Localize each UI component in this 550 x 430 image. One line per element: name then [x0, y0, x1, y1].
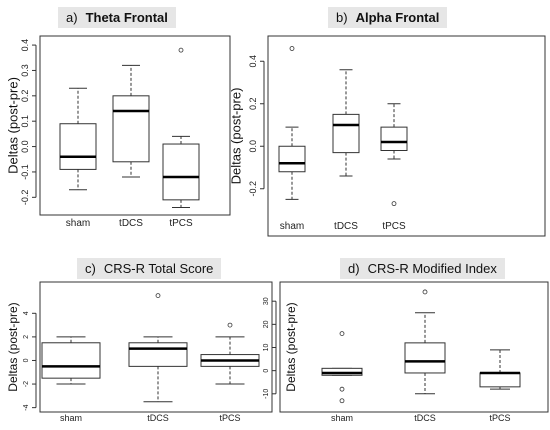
outlier-point	[391, 201, 397, 207]
y-tick-label: 0	[23, 358, 30, 362]
outlier-point	[289, 46, 295, 51]
box-iqr	[112, 95, 150, 163]
panel-d-name: CRS-R Modified Index	[367, 261, 497, 276]
box-iqr	[278, 145, 306, 173]
box-tPCS: tPCS	[162, 47, 200, 229]
box-tPCS: tPCS	[479, 349, 521, 423]
chart-panel-0: -0.2 -0.1 0.0 0.1 0.2 0.3 0.4 Deltas (post-pre)…	[5, 35, 231, 229]
plot-frame	[279, 281, 549, 413]
panel-a-title: a) Theta Frontal	[58, 7, 176, 28]
box-iqr	[332, 113, 360, 154]
y-tick-label: 0.4	[20, 39, 30, 52]
y-tick-label: -0.1	[20, 164, 30, 180]
box-sham: sham	[41, 336, 101, 423]
panel-c-name: CRS-R Total Score	[103, 261, 214, 276]
box-iqr	[380, 126, 408, 151]
box-tDCS: tDCS	[332, 69, 360, 232]
outlier-point	[422, 289, 428, 295]
box-iqr	[162, 143, 200, 201]
y-tick-label: 30	[263, 297, 270, 305]
x-tick-label: tDCS	[414, 413, 436, 423]
y-axis-label: Deltas (post-pre)	[228, 88, 243, 185]
y-tick-label: -2	[23, 381, 30, 387]
panel-a-letter: a)	[66, 10, 78, 25]
y-axis-label: Deltas (post-pre)	[284, 302, 298, 391]
outlier-point	[339, 398, 345, 404]
x-tick-label: tDCS	[147, 413, 169, 423]
box-iqr	[479, 372, 521, 388]
panel-c-letter: c)	[85, 261, 96, 276]
box-iqr	[128, 342, 188, 367]
outlier-point	[178, 47, 184, 53]
x-tick-label: sham	[60, 413, 82, 423]
y-tick-label: 0.3	[20, 64, 30, 77]
panel-b-title: b) Alpha Frontal	[328, 7, 448, 28]
box-iqr	[404, 342, 446, 374]
outlier-point	[155, 293, 161, 299]
y-tick-label: 10	[263, 344, 270, 352]
box-iqr	[41, 342, 101, 379]
y-tick-label: 2	[23, 335, 30, 339]
box-sham: sham	[59, 87, 97, 229]
x-tick-label: sham	[280, 221, 304, 232]
y-tick-label: 0.1	[20, 115, 30, 128]
box-tPCS: tPCS	[380, 103, 408, 232]
box-tDCS: tDCS	[112, 64, 150, 229]
outlier-point	[339, 331, 345, 337]
box-sham: sham	[321, 331, 363, 423]
x-tick-label: sham	[66, 218, 90, 229]
chart-panel-1: -0.2 0.0 0.2 0.4 Deltas (post-pre) sham tDCS tP…	[228, 35, 546, 237]
x-tick-label: tPCS	[382, 221, 406, 232]
outlier-point	[339, 386, 345, 392]
panel-d-letter: d)	[348, 261, 360, 276]
panel-b-letter: b)	[336, 10, 348, 25]
x-tick-label: sham	[331, 413, 353, 423]
box-iqr	[59, 123, 97, 170]
y-tick-label: 0	[263, 369, 270, 373]
plot-frame	[39, 35, 231, 216]
outlier-point	[227, 322, 233, 328]
x-tick-label: tPCS	[169, 218, 193, 229]
plot-frame	[267, 35, 546, 237]
panel-c-title: c) CRS-R Total Score	[77, 258, 222, 279]
x-tick-label: tDCS	[334, 221, 358, 232]
panel-a-name: Theta Frontal	[85, 10, 168, 25]
panel-d-title: d) CRS-R Modified Index	[340, 258, 505, 279]
y-tick-label: 0.0	[248, 140, 258, 153]
y-tick-label: 0.2	[248, 97, 258, 110]
y-tick-label: -10	[263, 389, 270, 399]
y-tick-label: -0.2	[20, 190, 30, 206]
y-tick-label: 0.0	[20, 140, 30, 153]
y-tick-label: 20	[263, 320, 270, 328]
box-tDCS: tDCS	[404, 289, 446, 423]
y-axis-label: Deltas (post-pre)	[6, 302, 20, 391]
chart-panel-3: -10 0 10 20 30 Deltas (post-pre) sham tDCS tPCS	[263, 281, 549, 423]
y-tick-label: -4	[23, 404, 30, 410]
y-tick-label: -0.2	[248, 181, 258, 197]
x-tick-label: tPCS	[489, 413, 510, 423]
y-tick-label: 0.2	[20, 90, 30, 103]
x-tick-label: tDCS	[119, 218, 143, 229]
x-tick-label: tPCS	[219, 413, 240, 423]
box-tDCS: tDCS	[128, 293, 188, 423]
box-tPCS: tPCS	[200, 322, 260, 423]
panel-b-name: Alpha Frontal	[355, 10, 440, 25]
y-tick-label: 0.4	[248, 55, 258, 68]
y-axis-label: Deltas (post-pre)	[5, 77, 20, 174]
box-sham: sham	[278, 46, 306, 232]
y-tick-label: 4	[23, 311, 30, 315]
